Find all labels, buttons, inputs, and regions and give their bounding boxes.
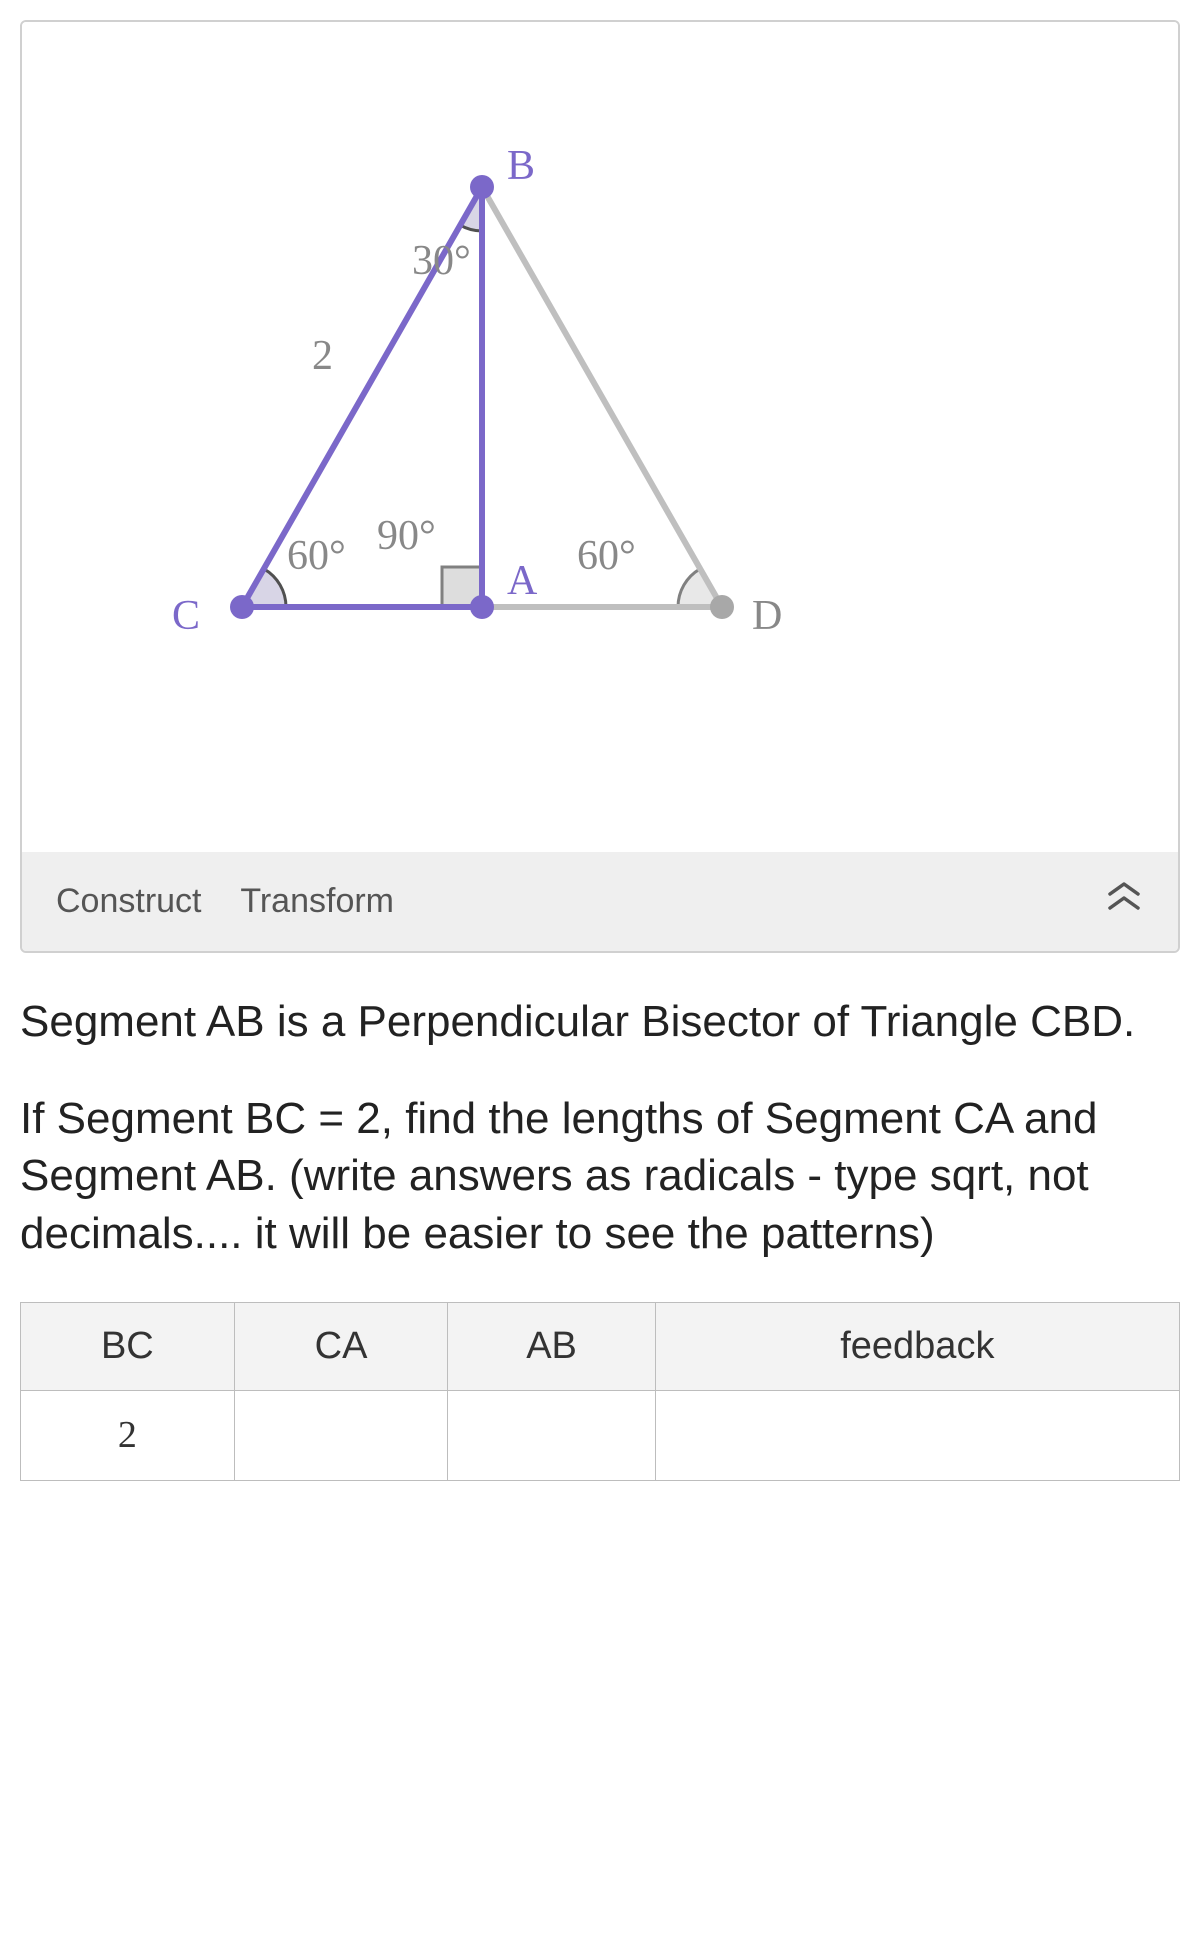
transform-button[interactable]: Transform <box>240 882 394 920</box>
table-row: 2 <box>21 1390 1180 1480</box>
geo-label: B <box>507 142 535 190</box>
geo-label: A <box>507 557 537 605</box>
geo-label: C <box>172 592 200 640</box>
cell-ca[interactable] <box>234 1390 448 1480</box>
cell-bc: 2 <box>21 1390 235 1480</box>
geometry-svg <box>22 22 1178 852</box>
geo-label: 60° <box>287 532 346 580</box>
geo-label: 60° <box>577 532 636 580</box>
construct-button[interactable]: Construct <box>56 882 202 920</box>
geo-label: 2 <box>312 332 333 380</box>
answer-table: BC CA AB feedback 2 <box>20 1302 1180 1481</box>
col-ca: CA <box>234 1302 448 1390</box>
geometry-canvas[interactable]: C A B D 30° 2 60° 90° 60° <box>22 22 1178 852</box>
geo-label: 30° <box>412 237 471 285</box>
collapse-icon[interactable] <box>1104 880 1144 923</box>
geometry-panel: C A B D 30° 2 60° 90° 60° Construct Transform <box>20 20 1180 953</box>
col-bc: BC <box>21 1302 235 1390</box>
geo-label: 90° <box>377 512 436 560</box>
col-ab: AB <box>448 1302 655 1390</box>
geometry-toolbar: Construct Transform <box>22 852 1178 951</box>
problem-statement-1: Segment AB is a Perpendicular Bisector o… <box>20 993 1180 1050</box>
problem-statement-2: If Segment BC = 2, find the lengths of S… <box>20 1090 1180 1262</box>
cell-ab[interactable] <box>448 1390 655 1480</box>
geo-label: D <box>752 592 782 640</box>
cell-feedback <box>655 1390 1179 1480</box>
col-feedback: feedback <box>655 1302 1179 1390</box>
